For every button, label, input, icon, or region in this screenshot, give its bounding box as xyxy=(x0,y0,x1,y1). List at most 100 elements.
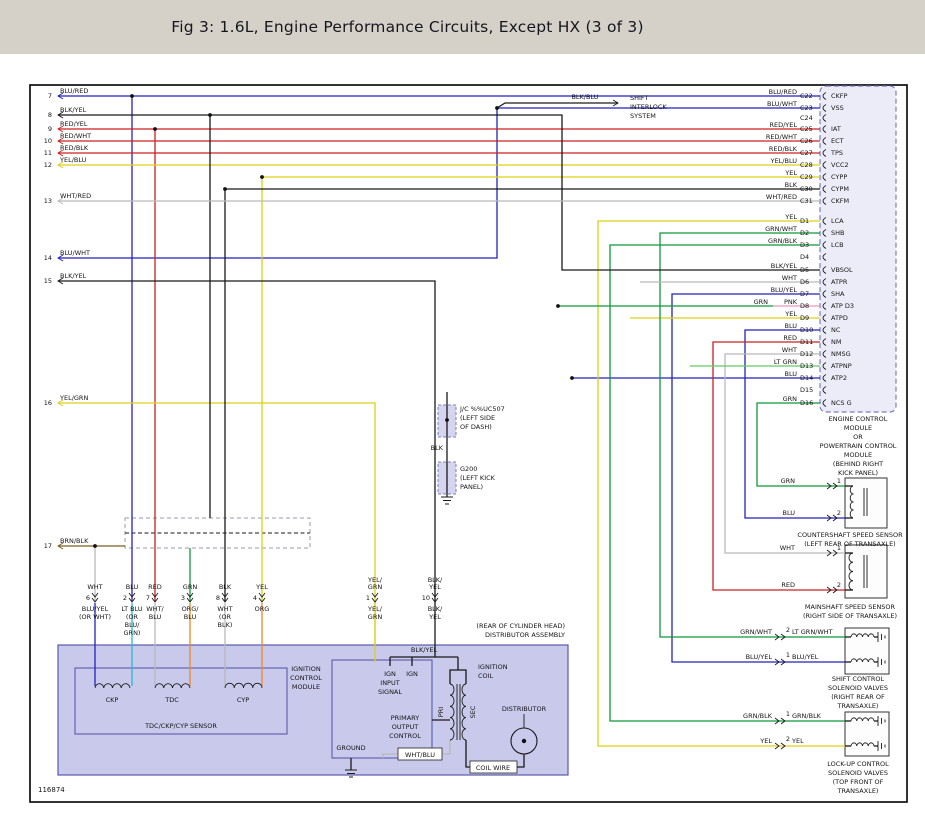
mainshaft-core xyxy=(863,555,868,588)
pin-num: 1 xyxy=(837,477,841,485)
note-line: DISTRIBUTOR ASSEMBLY xyxy=(485,631,565,639)
signal-name: IGN xyxy=(406,670,418,678)
pin-id: D12 xyxy=(800,350,813,358)
ecm-caption-line: MODULE xyxy=(844,424,872,432)
wire-label: RED/BLK xyxy=(60,144,89,152)
wire-label: YEL/GRN xyxy=(59,394,88,402)
pin-num: 2 xyxy=(123,594,127,602)
wire-label: BLU/RED xyxy=(769,88,797,96)
signal-name: TPS xyxy=(830,149,843,157)
component-label: CONTROL xyxy=(290,674,322,682)
pin-id: C25 xyxy=(800,125,813,133)
col-label: WHT xyxy=(87,583,102,591)
wire-label: BLK/YEL xyxy=(60,272,87,280)
wire-label: BLU xyxy=(784,322,797,330)
pin-id: D1 xyxy=(800,217,809,225)
cyp-coil-symbol xyxy=(224,682,263,689)
component-label: COIL xyxy=(478,672,494,680)
wire-label: BLU/WHT xyxy=(60,249,90,257)
lockup-solenoid-winding-a xyxy=(850,717,875,722)
title-bar: Fig 3: 1.6L, Engine Performance Circuits… xyxy=(0,0,925,54)
signal-name: ATPD xyxy=(831,314,848,322)
col-label: GRN) xyxy=(124,629,141,637)
component-label: MODULE xyxy=(292,683,320,691)
shift-solenoid-winding-b xyxy=(850,658,875,663)
signal-name: CYPM xyxy=(831,185,849,193)
diagram-shape xyxy=(449,669,458,684)
coil-core-symbol xyxy=(456,684,461,740)
winding-label: SEC xyxy=(469,705,477,718)
pin-num: 1 xyxy=(366,594,370,602)
row-num: 7 xyxy=(48,92,52,100)
row-num: 10 xyxy=(44,137,52,145)
diagram-shape xyxy=(223,187,227,191)
tdc-coil-symbol xyxy=(154,683,191,689)
pin-id: D3 xyxy=(800,241,809,249)
diagram-shape xyxy=(671,293,845,663)
g200-ground-symbol xyxy=(441,496,453,505)
col-label: GRN xyxy=(368,613,383,621)
ckp-coil-symbol xyxy=(94,683,131,689)
signal-name: SHA xyxy=(831,290,845,298)
wire-label: BLK/YEL xyxy=(771,262,798,270)
col-label: (OR xyxy=(219,613,232,621)
wire-label: WHT xyxy=(782,346,797,354)
wire-label: WHT xyxy=(780,544,795,552)
diagram-shape xyxy=(570,376,574,380)
ecm-caption-line: ENGINE CONTROL xyxy=(829,415,888,423)
signal-name: ATPR xyxy=(831,278,848,286)
winding-label: PRI xyxy=(437,707,445,717)
wire-label: YEL xyxy=(784,310,797,318)
wire-label: WHT/RED xyxy=(766,193,797,201)
signal-name: CKFP xyxy=(831,92,848,100)
diagram-shape xyxy=(58,402,376,662)
shift-interlock-arrow xyxy=(612,99,619,107)
jc-caption-line: J/C %%UC507 xyxy=(459,405,505,413)
component-caption-line: (RIGHT REAR OF xyxy=(831,693,885,701)
row-num: 8 xyxy=(48,111,52,119)
col-label: BLK/ xyxy=(428,605,443,613)
wire-label: GRN/BLK xyxy=(768,237,798,245)
pin-id: C27 xyxy=(800,149,813,157)
diagram-shape xyxy=(458,669,467,684)
component-label: TDC/CKP/CYP SENSOR xyxy=(144,722,217,730)
offpage-arrows-black xyxy=(57,111,64,285)
diagram-shape xyxy=(442,740,451,755)
signal-name: SIGNAL xyxy=(378,688,402,696)
col-label: BLU/YEL xyxy=(82,605,109,613)
signal-name: NC xyxy=(831,326,841,334)
component-connector-chevrons xyxy=(774,482,838,750)
note-line: SYSTEM xyxy=(630,112,656,120)
diagram-shape xyxy=(58,280,436,657)
pin-id: D2 xyxy=(800,229,809,237)
red-wires xyxy=(58,128,845,601)
col-label: ORG/ xyxy=(182,605,200,613)
component-caption-line: SOLENOID VALVES xyxy=(828,684,888,692)
solenoid-ground-symbols xyxy=(877,632,886,751)
diagram-shape xyxy=(153,127,157,131)
component-caption-line: (LEFT REAR OF TRANSAXLE) xyxy=(804,540,895,548)
diagram-shape xyxy=(517,754,525,768)
wire-label: GRN/WHT xyxy=(765,225,797,233)
wire-label: GRN xyxy=(781,477,796,485)
diagram-shape xyxy=(208,113,212,117)
diagram-shape xyxy=(260,175,264,179)
wire-label: BLU/YEL xyxy=(792,653,819,661)
pin-num: 2 xyxy=(837,509,841,517)
offpage-arrow-white xyxy=(57,197,64,205)
pin-id: D5 xyxy=(800,266,809,274)
component-caption-line: (RIGHT SIDE OF TRANSAXLE) xyxy=(803,612,897,620)
col-label: BLK/ xyxy=(428,576,443,584)
signal-name: VCC2 xyxy=(831,161,849,169)
offpage-arrows-red xyxy=(57,125,64,157)
pin-id: D9 xyxy=(800,314,809,322)
wire-label: BLU/WHT xyxy=(767,100,797,108)
secondary-winding-symbol xyxy=(461,683,467,741)
pin-num: 1 xyxy=(837,544,841,552)
col-label: YEL/ xyxy=(367,605,383,613)
wire-label: GRN xyxy=(754,298,769,306)
ecm-caption-line: MODULE xyxy=(844,451,872,459)
pin-num: 3 xyxy=(181,594,185,602)
shift-solenoid-winding-a xyxy=(850,633,875,638)
signal-name: CYPP xyxy=(831,173,847,181)
